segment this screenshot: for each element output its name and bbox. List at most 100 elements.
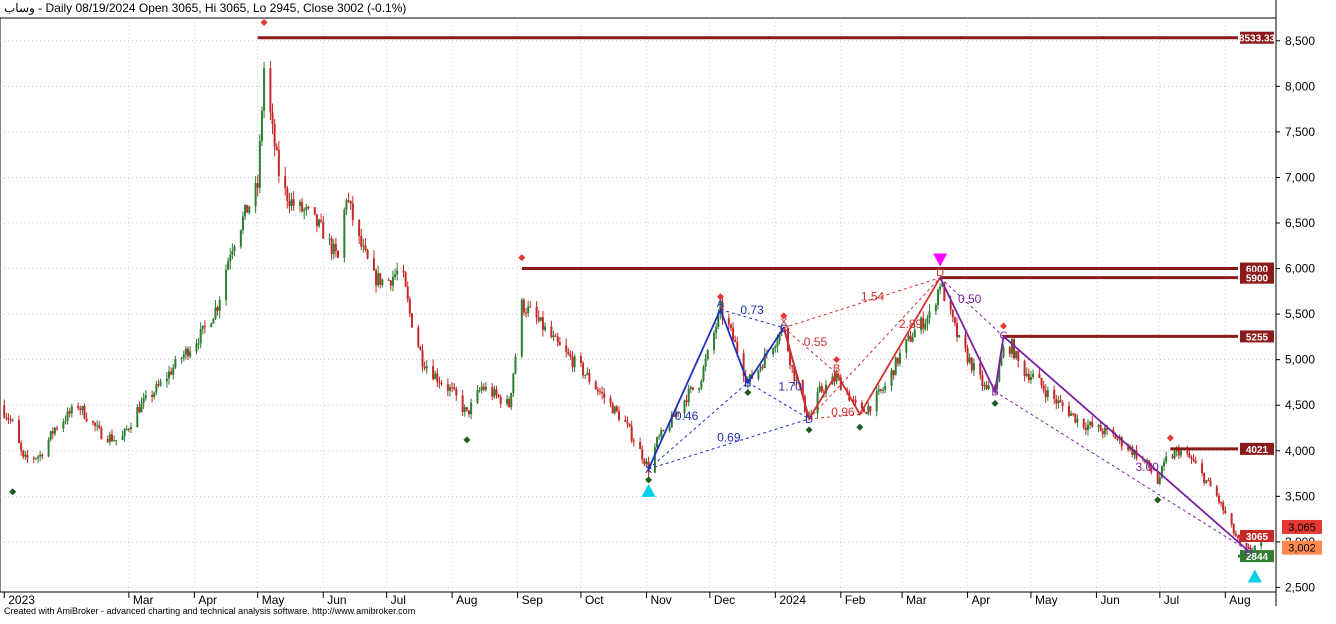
- candle-body: [157, 384, 160, 386]
- candle-body: [20, 443, 23, 451]
- candle-body: [351, 203, 354, 221]
- candle-body: [1089, 421, 1092, 425]
- ratio-label: 2.89: [899, 317, 923, 331]
- candle-body: [425, 366, 428, 369]
- x-tick-label: Oct: [585, 593, 604, 607]
- candle-body: [313, 207, 316, 215]
- level-tag-box: [1240, 271, 1274, 284]
- candle-body: [461, 395, 464, 412]
- candle-body: [567, 351, 570, 355]
- candle-body: [1247, 546, 1250, 549]
- candle-body: [1215, 486, 1218, 496]
- candle-body: [91, 421, 94, 423]
- pivot-low-marker: [1154, 496, 1162, 504]
- candle-body: [835, 374, 838, 382]
- candle-body: [1002, 347, 1005, 358]
- candle-body: [451, 387, 454, 389]
- candle-body: [170, 371, 173, 375]
- ratio-label: 1.70: [778, 380, 802, 394]
- y-tick-label: 5,000: [1285, 353, 1315, 367]
- candle-body: [18, 419, 21, 444]
- candle-body: [630, 426, 633, 441]
- y-tick-label: 2,500: [1285, 580, 1315, 594]
- level-tag-label: 5255: [1246, 332, 1269, 343]
- candle-body: [941, 283, 944, 287]
- candle-body: [53, 427, 56, 434]
- candle-body: [231, 251, 234, 255]
- candle-body: [544, 326, 547, 330]
- candle-body: [32, 457, 35, 459]
- candle-body: [907, 335, 910, 340]
- candle-body: [1192, 458, 1195, 461]
- candle-body: [436, 373, 439, 383]
- candle-body: [613, 406, 616, 414]
- candle-body: [934, 305, 937, 312]
- candle-body: [1044, 390, 1047, 398]
- candle-body: [495, 389, 498, 395]
- candle-body: [1103, 427, 1106, 435]
- candle-body: [1156, 472, 1159, 484]
- ratio-label: 0.73: [740, 303, 764, 317]
- candle-body: [1236, 536, 1239, 538]
- plot-frame: [0, 17, 1277, 593]
- candle-body: [987, 385, 990, 389]
- candle-body: [123, 429, 126, 437]
- candle-body: [366, 250, 369, 259]
- chart-header: وساب - Daily 08/19/2024 Open 3065, Hi 30…: [4, 1, 407, 15]
- level-tag-label: 3065: [1246, 532, 1269, 543]
- candle-body: [467, 410, 470, 415]
- candle-body: [275, 146, 278, 150]
- pivot-low-marker: [744, 388, 752, 396]
- candle-body: [402, 270, 405, 273]
- candle-body: [522, 299, 525, 313]
- candle-body: [734, 339, 737, 343]
- x-tick-label: Jul: [391, 593, 406, 607]
- candle-body: [573, 356, 576, 368]
- candle-body: [1190, 457, 1193, 459]
- x-tick-label: Dec: [714, 593, 735, 607]
- point-label: C: [780, 323, 788, 335]
- candle-body: [98, 425, 101, 428]
- candle-body: [529, 306, 532, 308]
- candle-body: [375, 270, 378, 286]
- candle-body: [865, 412, 868, 414]
- candle-body: [951, 309, 954, 318]
- pivot-low-marker: [463, 436, 471, 444]
- candle-body: [956, 323, 958, 338]
- candle-body: [537, 317, 540, 321]
- x-tick-label: Aug: [456, 593, 477, 607]
- candle-body: [774, 346, 777, 349]
- candle-body: [144, 395, 147, 399]
- candle-body: [328, 238, 331, 240]
- candle-body: [761, 366, 764, 368]
- candle-body: [11, 419, 14, 421]
- price-tag-box: [1282, 540, 1322, 555]
- candle-body: [719, 302, 722, 313]
- ratio-label: 0.50: [958, 292, 982, 306]
- candle-body: [210, 323, 213, 327]
- candle-body: [303, 209, 306, 212]
- candle-body: [362, 245, 365, 247]
- candle-body: [389, 280, 392, 286]
- candle-body: [406, 286, 409, 300]
- candle-body: [381, 279, 384, 285]
- ratio-label: 3.00: [1135, 460, 1159, 474]
- candle-body: [920, 317, 923, 331]
- candle-body: [358, 220, 361, 236]
- candle-body: [628, 423, 631, 427]
- candle-body: [586, 372, 589, 375]
- candle-body: [1133, 449, 1136, 455]
- candle-body: [554, 335, 557, 337]
- candle-body: [476, 390, 479, 403]
- candle-body: [94, 422, 97, 427]
- y-tick-label: 7,000: [1285, 170, 1315, 184]
- candle-body: [816, 391, 819, 414]
- candle-body: [884, 385, 887, 390]
- candle-body: [484, 387, 487, 390]
- price-tag-box: [1282, 519, 1322, 534]
- pivot-low-marker: [856, 423, 864, 431]
- candle-body: [260, 110, 263, 142]
- candle-body: [491, 387, 494, 397]
- candle-body: [639, 441, 642, 450]
